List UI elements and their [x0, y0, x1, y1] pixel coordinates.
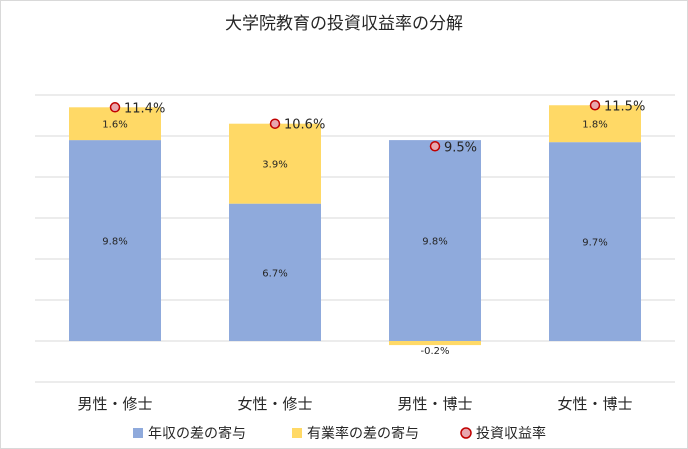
roi-marker: [429, 141, 441, 152]
bar-label-employment: 3.9%: [262, 160, 287, 171]
bar-employment-contribution: [389, 341, 481, 346]
roi-label: 9.5%: [444, 140, 477, 155]
bar-employment-contribution: [549, 105, 641, 143]
roi-marker: [589, 100, 601, 111]
bar-employment-contribution: [69, 107, 161, 141]
roi-label: 10.6%: [284, 118, 325, 133]
legend-label: 投資収益率: [476, 425, 546, 442]
bar-label-employment: -0.2%: [420, 346, 449, 357]
legend-swatch: [292, 428, 302, 438]
roi-marker: [269, 118, 281, 129]
category-label: 男性・修士: [77, 395, 152, 413]
bar-employment-contribution: [229, 123, 321, 204]
legend-label: 年収の差の寄与: [148, 425, 246, 442]
bar-income-contribution: [69, 140, 161, 341]
bar-income-contribution: [549, 142, 641, 341]
category-label: 男性・博士: [397, 395, 472, 413]
bar-income-contribution: [389, 140, 481, 341]
bar-label-income: 9.7%: [582, 238, 607, 249]
bar-label-income: 6.7%: [262, 268, 287, 279]
roi-label: 11.5%: [604, 99, 645, 114]
bar-labels: 9.8% 1.6% 6.7% 3.9% 9.8% -0.2% 9.7% 1.8%: [102, 120, 607, 357]
roi-markers: 11.4% 10.6% 9.5% 11.5%: [109, 99, 645, 155]
legend: 年収の差の寄与 有業率の差の寄与 投資収益率: [133, 425, 546, 442]
category-label: 女性・修士: [237, 395, 312, 413]
bar-label-income: 9.8%: [102, 237, 127, 248]
category-labels: 男性・修士 女性・修士 男性・博士 女性・博士: [77, 395, 632, 413]
bar-label-employment: 1.6%: [102, 120, 127, 131]
category-label: 女性・博士: [557, 395, 632, 413]
bar-label-employment: 1.8%: [582, 120, 607, 131]
bars: [69, 105, 641, 346]
legend-label: 有業率の差の寄与: [307, 425, 419, 442]
legend-swatch: [460, 427, 472, 439]
roi-label: 11.4%: [124, 101, 165, 116]
roi-marker: [109, 102, 121, 113]
bar-income-contribution: [229, 203, 321, 341]
chart-title: 大学院教育の投資収益率の分解: [225, 14, 463, 34]
bar-label-income: 9.8%: [422, 237, 447, 248]
legend-swatch: [133, 428, 143, 438]
